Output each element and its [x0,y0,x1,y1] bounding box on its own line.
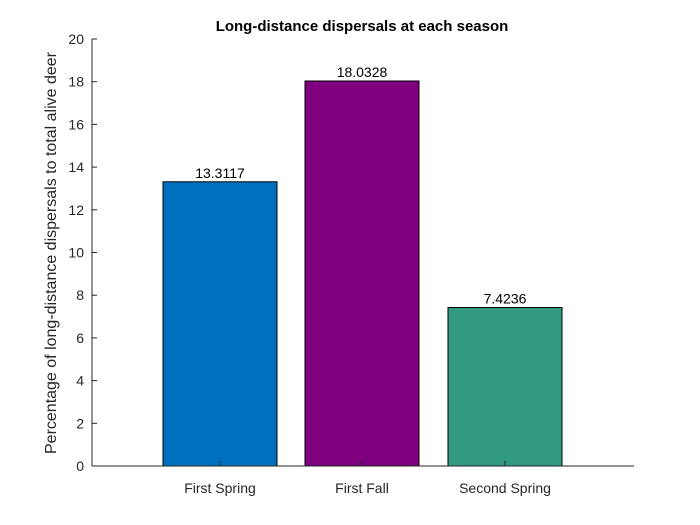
y-tick-label: 14 [68,159,84,175]
y-tick-label: 0 [76,458,84,474]
bar-second-spring [447,307,563,467]
data-label: 13.3117 [195,165,245,181]
y-tick-label: 12 [68,202,84,218]
y-tick-label: 2 [76,415,84,431]
y-tick-label: 18 [68,74,84,90]
chart-title: Long-distance dispersals at each season [216,18,509,35]
y-tick-label: 4 [76,373,84,389]
y-tick-label: 6 [76,330,84,346]
data-label: 18.0328 [337,64,388,80]
x-tick-label: First Fall [335,480,389,496]
y-tick-label: 10 [68,245,84,261]
y-tick-label: 20 [68,31,84,47]
x-tick-label: Second Spring [459,480,551,496]
y-tick-label: 8 [76,287,84,303]
x-tick-label: First Spring [184,480,256,496]
y-tick-label: 16 [68,116,84,132]
y-axis-label: Percentage of long-distance dispersals t… [43,51,60,454]
bar-first-spring [162,181,278,467]
data-label: 7.4236 [484,291,527,307]
bar-first-fall [304,80,420,467]
